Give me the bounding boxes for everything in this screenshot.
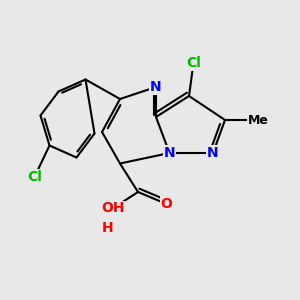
Text: N: N xyxy=(150,80,162,94)
Text: Me: Me xyxy=(248,113,268,127)
Text: Cl: Cl xyxy=(27,170,42,184)
Text: N: N xyxy=(164,146,175,160)
Text: O: O xyxy=(160,197,172,211)
Text: Cl: Cl xyxy=(186,56,201,70)
Text: H: H xyxy=(101,221,113,235)
Text: OH: OH xyxy=(101,202,124,215)
Text: N: N xyxy=(207,146,219,160)
